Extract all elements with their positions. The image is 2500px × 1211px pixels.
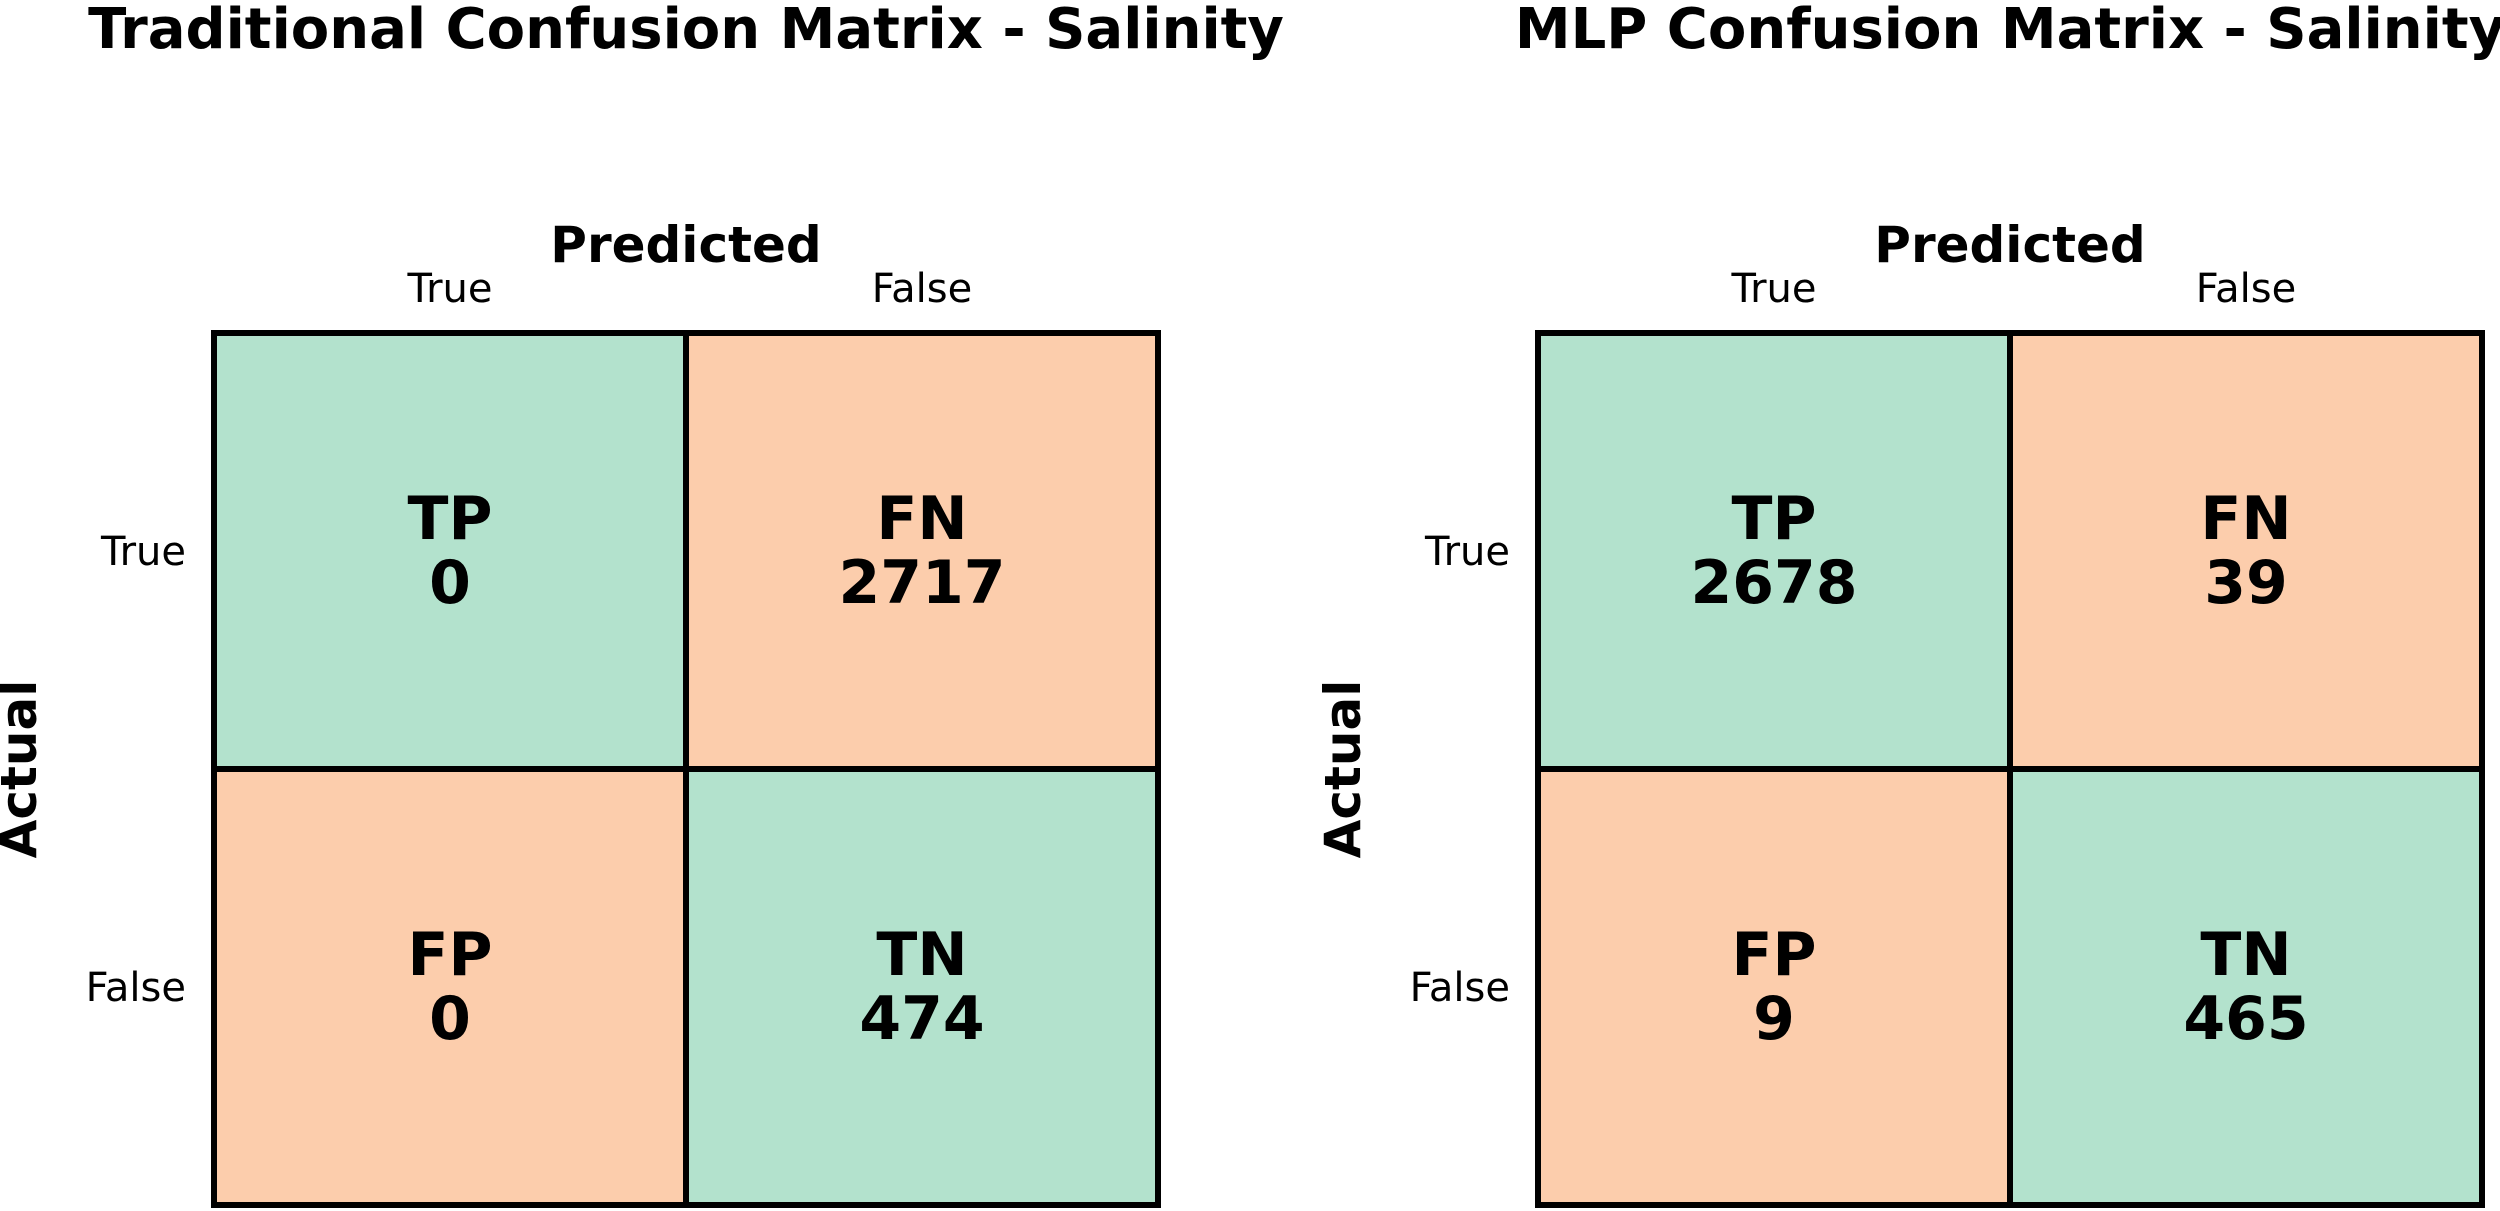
matrix-cell-tn (683, 766, 1161, 1208)
y-tick-label: False (1410, 965, 1510, 1011)
y-tick-label: True (1424, 529, 1510, 575)
cell-value: 9 (1753, 984, 1795, 1054)
confusion-matrix-panel: Traditional Confusion Matrix - Salinity P… (0, 0, 1284, 1208)
y-axis-title: Actual (0, 680, 48, 859)
matrix-cell-tp (211, 330, 689, 772)
confusion-matrix-panel: MLP Confusion Matrix - Salinity Predicted… (1314, 0, 2500, 1208)
x-axis-title: Predicted (550, 216, 821, 274)
chart-title: MLP Confusion Matrix - Salinity (1515, 0, 2500, 62)
x-axis-title: Predicted (1874, 216, 2145, 274)
cell-label: FN (2200, 484, 2291, 554)
matrix-cell-fp (211, 766, 689, 1208)
y-tick-label: False (86, 965, 186, 1011)
x-tick-label: False (2196, 266, 2296, 312)
cell-value: 39 (2204, 548, 2288, 618)
x-tick-label: False (872, 266, 972, 312)
chart-title: Traditional Confusion Matrix - Salinity (88, 0, 1284, 62)
cell-label: FN (876, 484, 967, 554)
cell-label: TP (408, 484, 493, 554)
cell-value: 2717 (839, 548, 1006, 618)
y-tick-label: True (100, 529, 186, 575)
matrix-cell-fn (683, 330, 1161, 772)
cell-value: 465 (2183, 984, 2308, 1054)
cell-label: TN (876, 920, 967, 990)
x-tick-label: True (407, 266, 493, 312)
cell-value: 474 (859, 984, 984, 1054)
matrix-cell-fn (2007, 330, 2485, 772)
y-axis-title: Actual (1314, 680, 1372, 859)
cell-label: TP (1732, 484, 1817, 554)
cell-value: 2678 (1691, 548, 1858, 618)
matrix-border (211, 330, 1161, 1208)
cell-value: 0 (429, 548, 471, 618)
cell-value: 0 (429, 984, 471, 1054)
x-tick-label: True (1731, 266, 1817, 312)
matrix-border (1535, 330, 2485, 1208)
cell-label: FP (1732, 920, 1817, 990)
cell-label: FP (408, 920, 493, 990)
matrix-cell-tn (2007, 766, 2485, 1208)
cell-label: TN (2200, 920, 2291, 990)
